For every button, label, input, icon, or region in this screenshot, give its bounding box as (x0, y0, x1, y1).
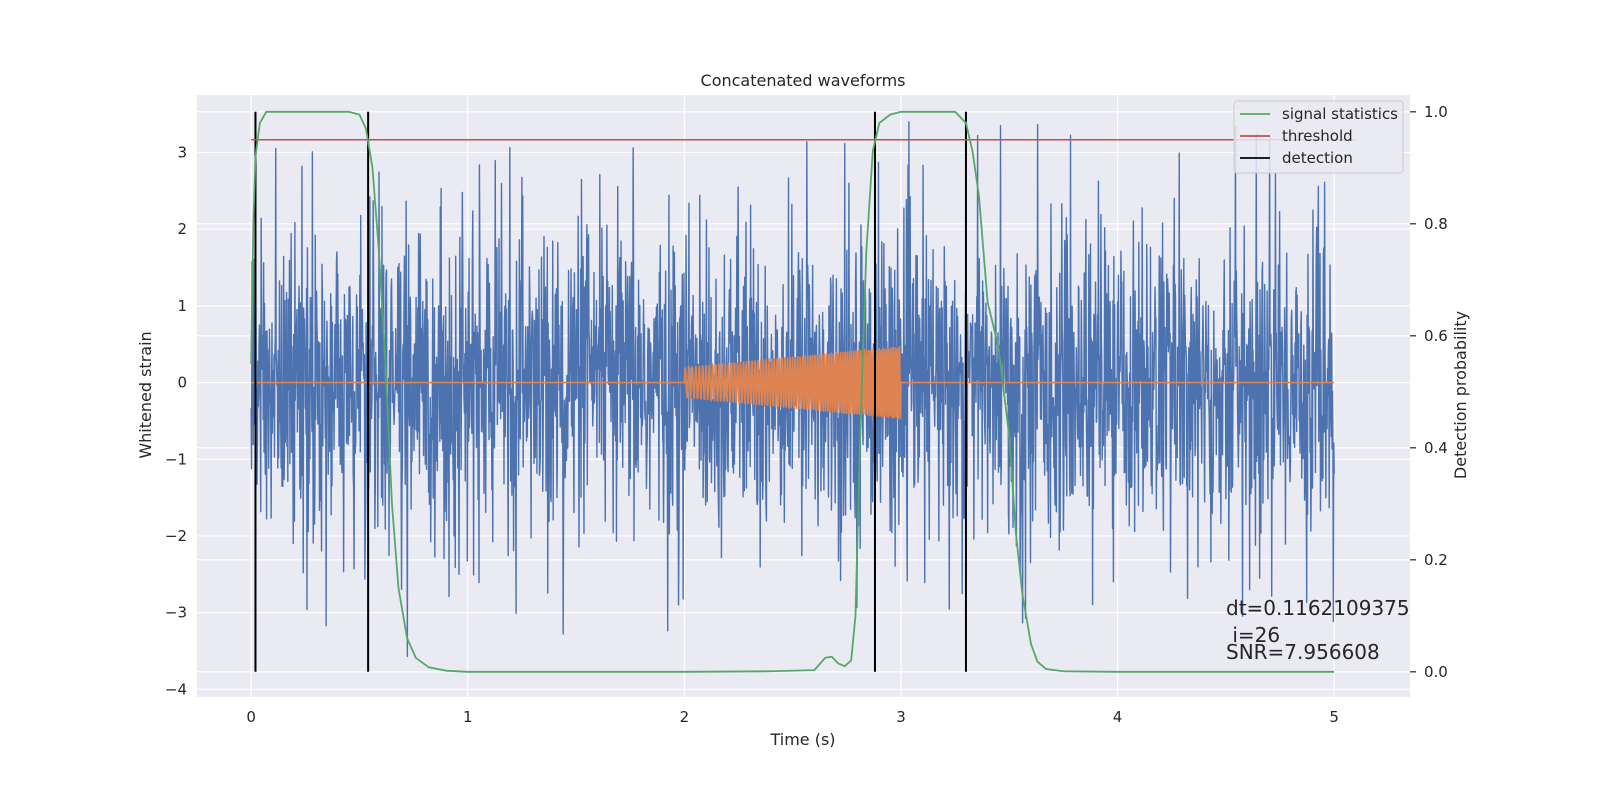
y-right-tick-label: 1.0 (1424, 103, 1448, 121)
annotation-index: i=26 (1226, 623, 1280, 647)
legend-label-threshold: threshold (1282, 127, 1353, 145)
x-axis-ticks: 0 1 2 3 4 5 (246, 708, 1339, 726)
strain-series (250, 121, 1335, 658)
x-tick-label: 3 (896, 708, 906, 726)
y-right-tick-label: 0.0 (1424, 663, 1448, 681)
legend-label-detection: detection (1282, 149, 1353, 167)
annotation-dt: dt=0.1162109375 (1226, 596, 1410, 620)
signal-statistics-line (250, 110, 1335, 673)
y-left-tick-label: 3 (177, 144, 187, 162)
y-right-axis-ticks: 0.0 0.2 0.4 0.6 0.8 1.0 (1410, 103, 1448, 681)
y-left-tick-label: 1 (177, 297, 187, 315)
annotation-snr: SNR=7.956608 (1226, 640, 1380, 664)
y-right-tick-label: 0.2 (1424, 551, 1448, 569)
y-left-tick-label: −4 (165, 680, 187, 698)
y-left-tick-label: −1 (165, 450, 187, 468)
y-right-tick-label: 0.6 (1424, 327, 1448, 345)
x-tick-label: 0 (246, 708, 256, 726)
x-tick-label: 2 (680, 708, 690, 726)
x-tick-label: 4 (1113, 708, 1123, 726)
chart-title: Concatenated waveforms (701, 71, 906, 90)
x-axis-label: Time (s) (769, 730, 835, 749)
x-tick-label: 1 (463, 708, 473, 726)
y-left-axis-label: Whitened strain (136, 331, 155, 458)
legend: signal statistics threshold detection (1233, 100, 1404, 174)
y-left-tick-label: −3 (165, 604, 187, 622)
x-tick-label: 5 (1329, 708, 1339, 726)
legend-label-signal-statistics: signal statistics (1282, 105, 1398, 123)
y-left-tick-label: 0 (177, 374, 187, 392)
y-left-axis-ticks: −4 −3 −2 −1 0 1 2 3 (165, 144, 187, 699)
y-right-tick-label: 0.4 (1424, 439, 1448, 457)
y-right-axis-label: Detection probability (1451, 311, 1470, 479)
template-series (251, 346, 1335, 420)
detection-lines (254, 111, 967, 672)
y-left-tick-label: 2 (177, 220, 187, 238)
y-right-tick-label: 0.8 (1424, 215, 1448, 233)
y-left-tick-label: −2 (165, 527, 187, 545)
